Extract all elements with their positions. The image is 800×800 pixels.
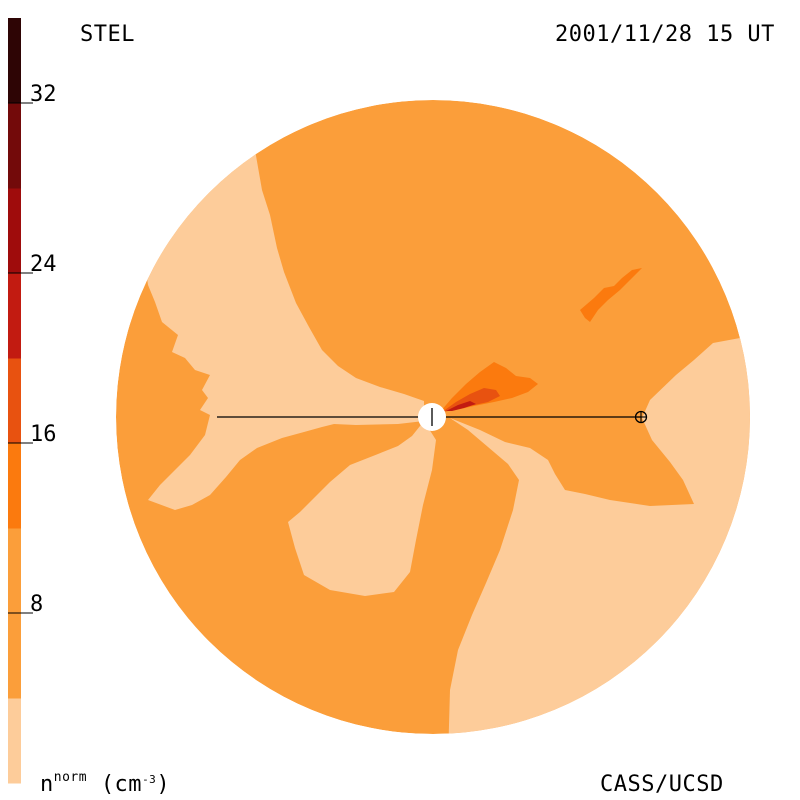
colorbar-tick-label-24: 24 [30,252,57,277]
colorbar-level-0 [8,698,21,784]
colorbar-level-6 [8,103,21,189]
datetime-label: 2001/11/28 15 UT [555,22,775,47]
unit-exponent: -3 [142,773,157,786]
colorbar-ticks [8,102,33,614]
unit-superscript: norm [53,770,88,785]
colorbar-unit-label: nnorm (cm-3) [40,771,171,797]
colorbar [8,18,21,784]
colorbar-level-7 [8,18,21,104]
earth-marker [634,410,648,424]
low-density-region-northwest [116,150,424,510]
colorbar-tick-label-16: 16 [30,422,57,447]
colorbar-level-5 [8,188,21,274]
credit-label: CASS/UCSD [600,772,724,797]
colorbar-level-3 [8,358,21,444]
low-density-region-southcenter [288,421,436,596]
unit-base: n [40,772,54,797]
unit-paren-close: ) [156,772,171,797]
colorbar-level-4 [8,273,21,359]
unit-paren-open: (cm [100,772,143,797]
colorbar-tick-label-32: 32 [30,82,57,107]
colorbar-tick-label-8: 8 [30,592,44,617]
enhanced-density-peak [446,401,476,411]
density-disk [116,100,750,734]
instrument-label: STEL [80,22,135,47]
sun-marker [418,403,446,431]
colorbar-level-2 [8,443,21,529]
enhanced-density-patch-northeast [580,268,642,322]
